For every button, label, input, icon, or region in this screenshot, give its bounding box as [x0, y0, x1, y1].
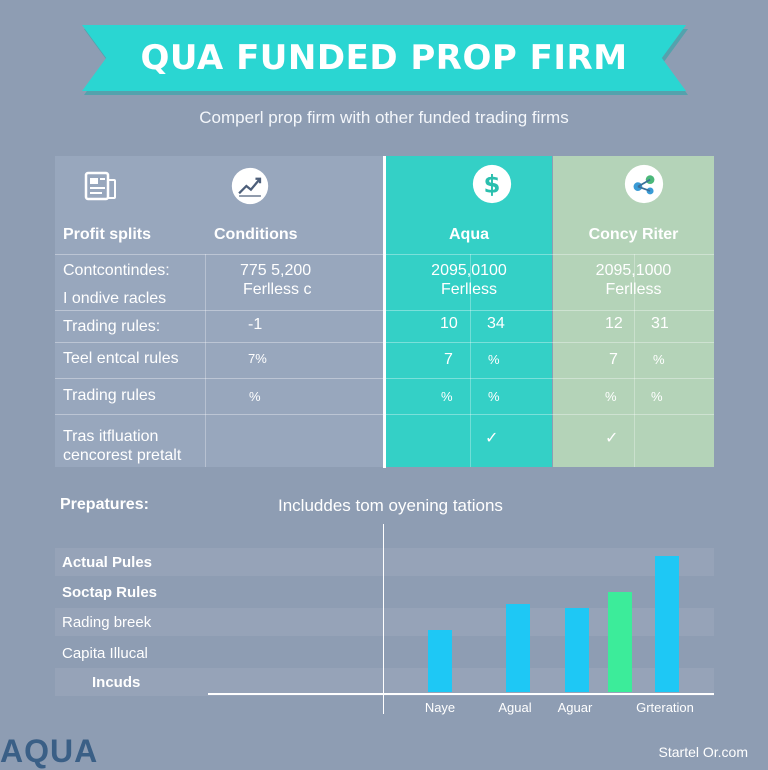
- column-divider: [470, 254, 471, 467]
- chart-x-axis: [208, 693, 714, 695]
- bar-agual-1: [506, 604, 530, 692]
- row-label: Tras itfluation: [63, 428, 159, 445]
- x-tick-label: Aguar: [557, 700, 593, 715]
- title-banner: [82, 25, 686, 91]
- chart-y-axis: [383, 524, 384, 714]
- page-subtitle: Comperl prop firm with other funded trad…: [199, 108, 569, 127]
- cell-aqua-a: 10: [440, 315, 458, 332]
- document-icon: [80, 166, 120, 206]
- dollar-icon: $: [472, 164, 512, 204]
- feature-item: Capita Illucal: [62, 645, 148, 662]
- competitor-column: [553, 156, 714, 467]
- cell-conditions: -1: [248, 316, 263, 333]
- row-label: Trading rules:: [63, 318, 161, 335]
- chart-caption: Includdes tom oyening tations: [278, 496, 503, 515]
- column-divider: [634, 254, 635, 467]
- column-divider: [205, 254, 206, 467]
- footer-url: Startel Or.com: [658, 744, 748, 760]
- chart-band: [55, 608, 714, 636]
- bar-grteration-3: [608, 592, 632, 692]
- brand-logo: AQUA: [0, 733, 99, 769]
- cell-conditions: 7%: [248, 351, 267, 366]
- cell-conditions: 775 5,200: [240, 262, 312, 279]
- cell-conditions-secondary: Ferlless c: [243, 281, 312, 298]
- cell-aqua-secondary: Ferlless: [440, 281, 497, 298]
- chart-band: [55, 668, 714, 696]
- table-center-divider: [383, 156, 386, 468]
- x-tick-label: Grteration: [636, 700, 694, 715]
- header-conditions: Conditions: [214, 226, 298, 243]
- cell-aqua-b: %: [488, 352, 500, 367]
- cell-aqua-a: %: [441, 389, 453, 404]
- cell-conditions: %: [249, 389, 261, 404]
- cell-competitor: 2095,1000: [595, 262, 672, 279]
- cell-competitor-b: %: [651, 389, 663, 404]
- cell-aqua: 2095,0100: [431, 262, 507, 279]
- cell-competitor-a: 12: [605, 315, 623, 332]
- row-label-secondary: I ondive racles: [63, 290, 167, 307]
- feature-item: Actual Pules: [62, 554, 153, 571]
- cell-competitor-secondary: Ferlless: [605, 281, 662, 298]
- row-label: Trading rules: [63, 387, 156, 404]
- chart-growth-icon: [230, 166, 270, 206]
- row-label: Contcontindes:: [63, 262, 170, 279]
- feature-item: Soctap Rules: [62, 584, 158, 601]
- row-label-secondary: cencorest pretalt: [63, 447, 182, 464]
- svg-text:$: $: [484, 170, 501, 199]
- bar-naye-0: [428, 630, 452, 692]
- chart-band: [55, 548, 714, 576]
- header-aqua: Aqua: [449, 226, 489, 243]
- check-icon: ✓: [485, 430, 499, 447]
- cell-aqua-b: %: [488, 389, 500, 404]
- x-tick-label: Naye: [424, 700, 456, 715]
- bar-grteration-4: [655, 556, 679, 692]
- features-header: Prepatures:: [60, 496, 149, 513]
- bar-aguar-2: [565, 608, 589, 692]
- header-profit-splits: Profit splits: [63, 226, 152, 243]
- cell-competitor-b: 31: [651, 315, 669, 332]
- aqua-column: [386, 156, 552, 467]
- page-title: QUA FUNDED PROP FIRM: [140, 38, 628, 78]
- network-icon: [624, 164, 664, 204]
- row-label: Teel entcal rules: [63, 350, 179, 367]
- cell-aqua-b: 34: [487, 315, 505, 332]
- feature-item: Incuds: [92, 674, 141, 691]
- check-icon: ✓: [605, 430, 619, 447]
- comparison-table: [55, 156, 383, 467]
- cell-competitor-a: %: [605, 389, 617, 404]
- cell-competitor-a: 7: [609, 351, 618, 368]
- cell-competitor-b: %: [653, 352, 665, 367]
- header-competitor: Concy Riter: [588, 226, 679, 243]
- feature-item: Rading breek: [62, 614, 152, 631]
- cell-aqua-a: 7: [444, 351, 453, 368]
- x-tick-label: Agual: [498, 700, 532, 715]
